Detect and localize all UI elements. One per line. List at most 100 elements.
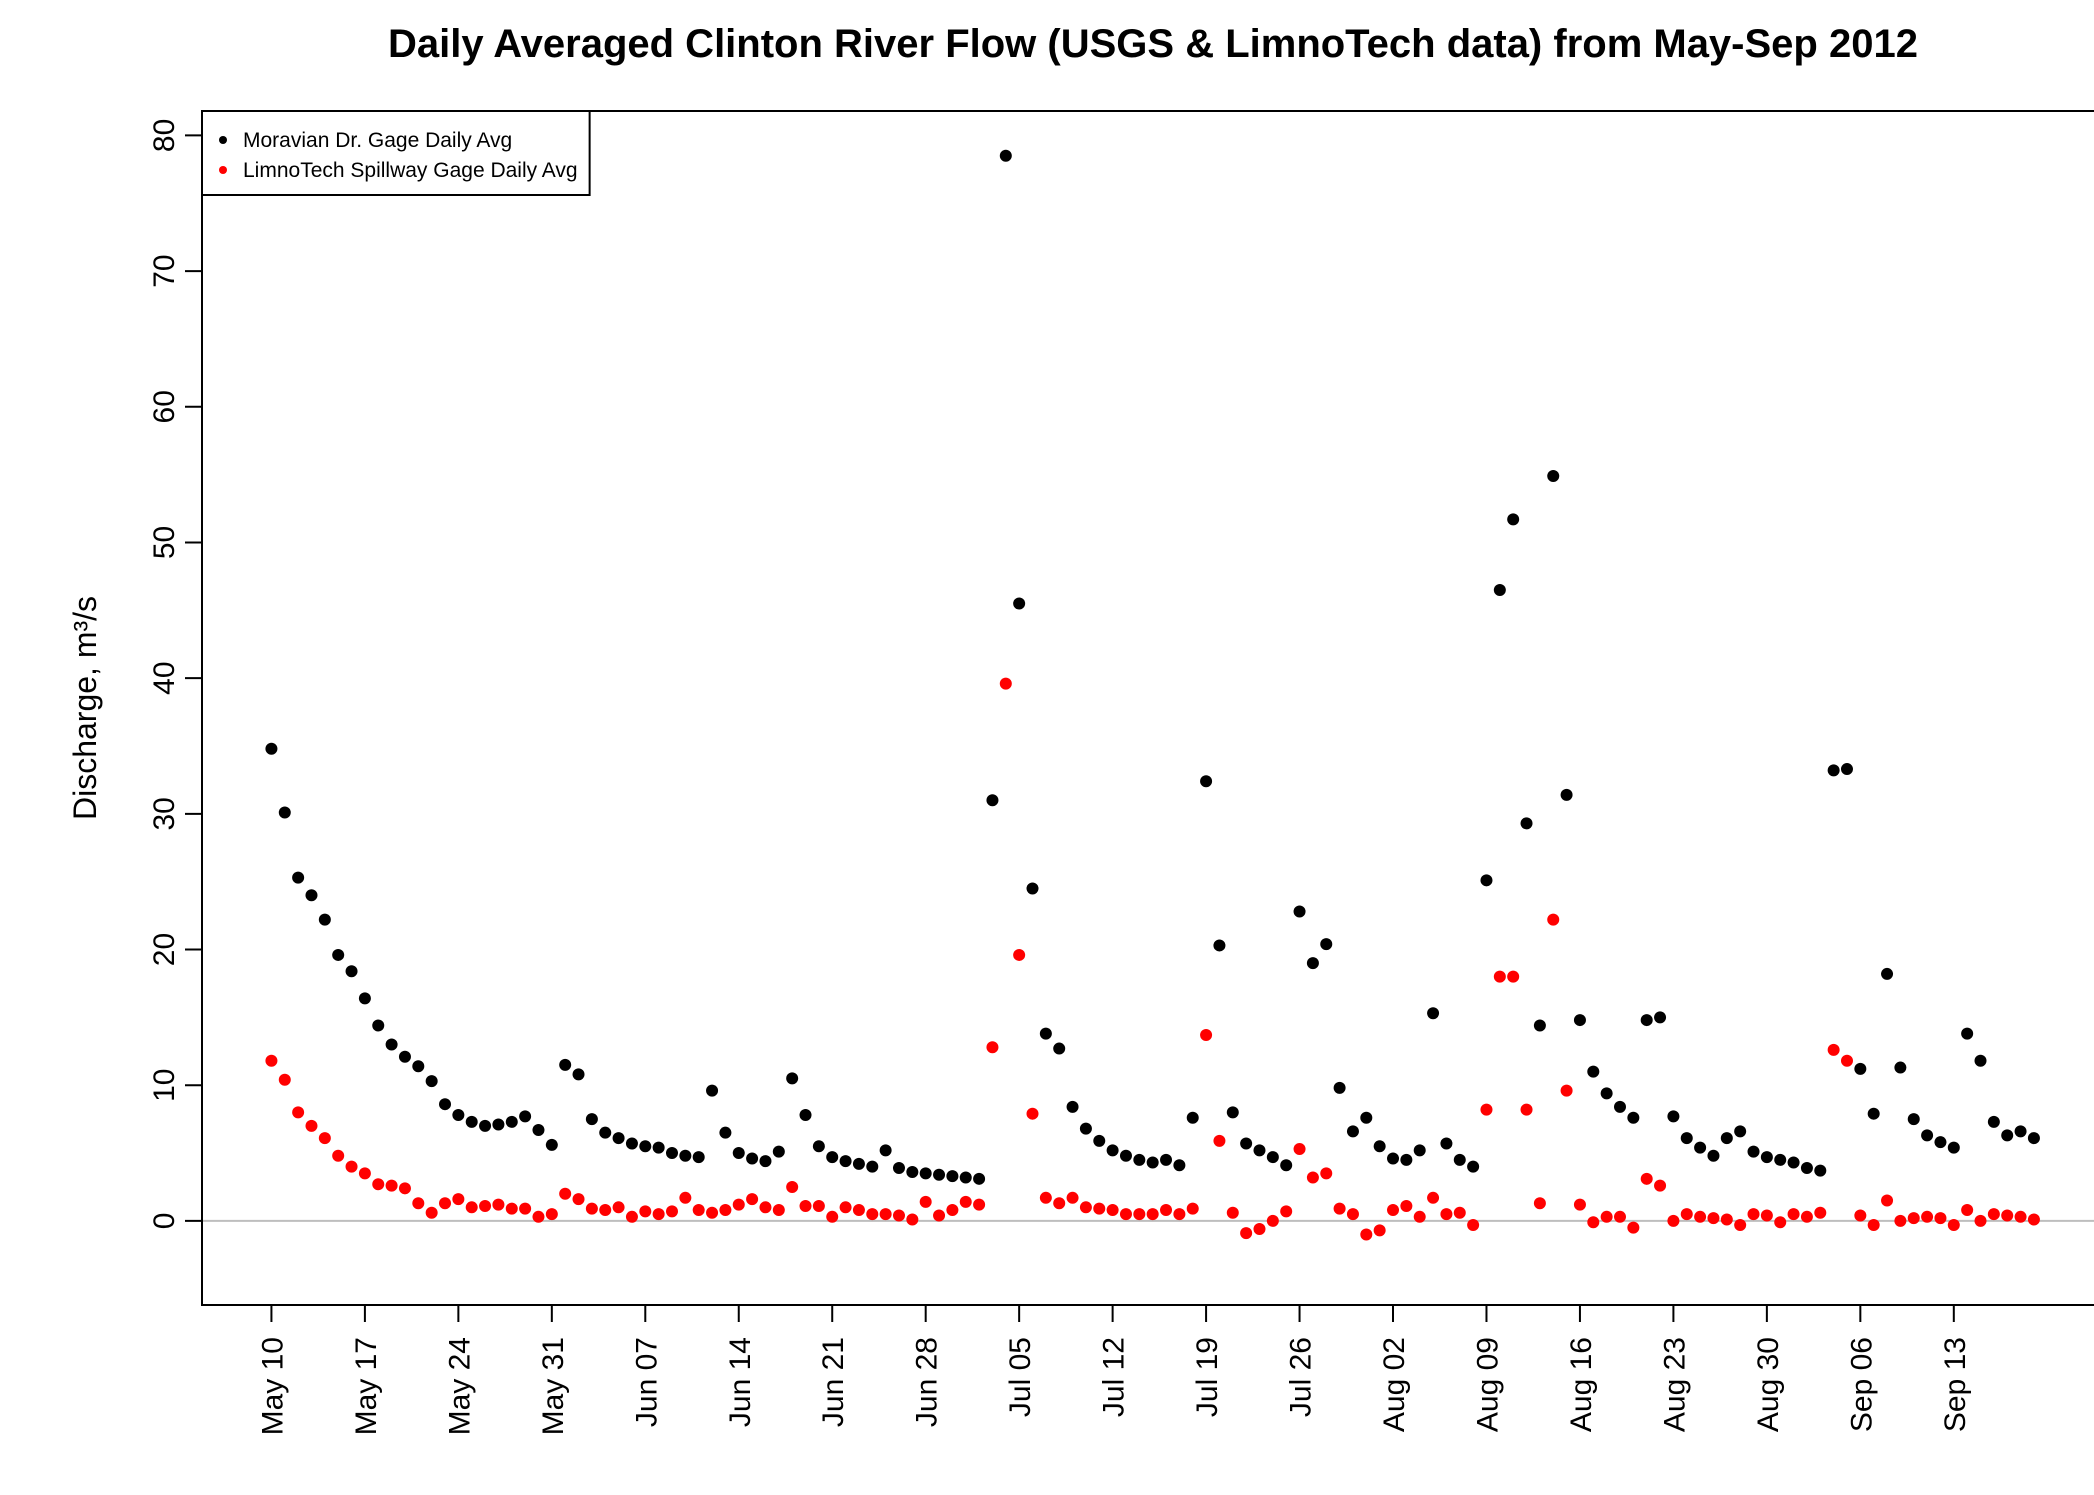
point xyxy=(505,1202,518,1215)
point xyxy=(479,1199,492,1212)
y-tick-label: 50 xyxy=(148,526,181,559)
point xyxy=(1026,882,1039,895)
point xyxy=(1200,1028,1213,1041)
point xyxy=(1173,1159,1186,1172)
point xyxy=(826,1151,839,1164)
point xyxy=(1694,1210,1707,1223)
point xyxy=(1787,1208,1800,1221)
point xyxy=(572,1193,585,1206)
point xyxy=(1240,1227,1253,1240)
point xyxy=(1760,1151,1773,1164)
point xyxy=(1360,1228,1373,1241)
point xyxy=(1079,1122,1092,1135)
point xyxy=(1747,1208,1760,1221)
point xyxy=(292,1106,305,1119)
x-tick-label: Jun 07 xyxy=(630,1337,663,1427)
point xyxy=(1974,1214,1987,1227)
point xyxy=(1533,1019,1546,1032)
point xyxy=(879,1144,892,1157)
point xyxy=(665,1205,678,1218)
point xyxy=(946,1170,959,1183)
point xyxy=(1560,788,1573,801)
point xyxy=(1346,1125,1359,1138)
point xyxy=(1306,1171,1319,1184)
point xyxy=(1253,1223,1266,1236)
point xyxy=(786,1180,799,1193)
point xyxy=(732,1147,745,1160)
point xyxy=(866,1160,879,1173)
point xyxy=(1119,1208,1132,1221)
point xyxy=(812,1140,825,1153)
point xyxy=(719,1126,732,1139)
point xyxy=(1894,1061,1907,1074)
point xyxy=(1787,1156,1800,1169)
point xyxy=(959,1171,972,1184)
point xyxy=(1026,1107,1039,1120)
point xyxy=(1066,1191,1079,1204)
point xyxy=(852,1157,865,1170)
point xyxy=(1467,1218,1480,1231)
legend-marker xyxy=(219,136,227,144)
x-tick-label: Jun 21 xyxy=(817,1337,850,1427)
point xyxy=(1640,1014,1653,1027)
point xyxy=(332,948,345,961)
x-tick-label: Jul 05 xyxy=(1004,1337,1037,1417)
y-tick-label: 10 xyxy=(148,1069,181,1102)
point xyxy=(1613,1210,1626,1223)
point xyxy=(2001,1129,2014,1142)
point xyxy=(1373,1140,1386,1153)
point xyxy=(1053,1197,1066,1210)
point xyxy=(612,1132,625,1145)
point xyxy=(1400,1153,1413,1166)
point xyxy=(545,1208,558,1221)
point xyxy=(1093,1202,1106,1215)
point xyxy=(425,1206,438,1219)
point xyxy=(1734,1125,1747,1138)
point xyxy=(1654,1011,1667,1024)
point xyxy=(1774,1153,1787,1166)
point xyxy=(973,1198,986,1211)
point xyxy=(1413,1144,1426,1157)
point xyxy=(1720,1213,1733,1226)
point xyxy=(852,1204,865,1217)
point xyxy=(1921,1210,1934,1223)
point xyxy=(866,1208,879,1221)
point xyxy=(1427,1191,1440,1204)
plot-frame xyxy=(201,110,2094,1306)
point xyxy=(1226,1106,1239,1119)
x-tick-label: Aug 16 xyxy=(1565,1337,1598,1432)
point xyxy=(1947,1141,1960,1154)
legend-marker xyxy=(219,166,227,174)
point xyxy=(1854,1209,1867,1222)
point xyxy=(652,1141,665,1154)
y-tick-label: 70 xyxy=(148,254,181,287)
point xyxy=(1961,1027,1974,1040)
point xyxy=(1734,1218,1747,1231)
point xyxy=(1440,1137,1453,1150)
point xyxy=(1600,1210,1613,1223)
point xyxy=(919,1167,932,1180)
point xyxy=(665,1147,678,1160)
point xyxy=(1133,1153,1146,1166)
point xyxy=(1400,1199,1413,1212)
point xyxy=(2001,1209,2014,1222)
point xyxy=(465,1201,478,1214)
point xyxy=(545,1138,558,1151)
point xyxy=(1627,1221,1640,1234)
point xyxy=(986,1041,999,1054)
point xyxy=(986,794,999,807)
point xyxy=(1373,1224,1386,1237)
point xyxy=(345,1160,358,1173)
x-tick-label: Aug 09 xyxy=(1471,1337,1504,1432)
point xyxy=(1280,1205,1293,1218)
point xyxy=(1907,1113,1920,1126)
point xyxy=(1560,1084,1573,1097)
x-tick-label: Sep 13 xyxy=(1939,1337,1972,1432)
point xyxy=(1987,1208,2000,1221)
point xyxy=(1667,1214,1680,1227)
point xyxy=(1867,1107,1880,1120)
point xyxy=(505,1115,518,1128)
point xyxy=(1774,1216,1787,1229)
point xyxy=(1987,1115,2000,1128)
